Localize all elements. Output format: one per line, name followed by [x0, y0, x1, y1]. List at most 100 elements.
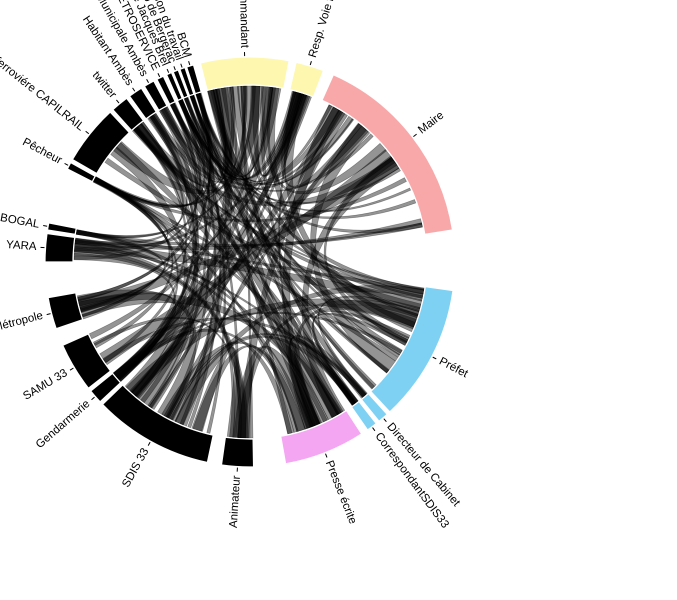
ribbon-gestionnaire-d-exploitation-ferroviere-capilrail-prefet	[104, 157, 422, 310]
tick-inspection-du-travail	[180, 63, 183, 68]
arc-directrice-groupe-scolaire-primaire-jacques-brel[interactable]	[165, 71, 184, 102]
ribbon-presse-ecrite-gendarmerie	[112, 328, 295, 435]
ribbon-sdis-33-resp-voie-ferree	[130, 92, 307, 398]
ribbon-samu-33-pecheur	[93, 176, 174, 349]
ribbon-prefet-commandant	[266, 86, 416, 333]
ribbon-maire-pecheur	[93, 177, 407, 222]
ribbon-twitter-samu-33	[102, 126, 188, 364]
ribbon-resp-voie-ferree-yara	[74, 93, 308, 252]
ribbon-commandant-gendarmerie	[113, 87, 282, 381]
arc-commandant[interactable]	[199, 56, 290, 91]
label-twitter: twitter	[90, 69, 119, 100]
ribbon-directrice-groupe-scolaire-primaire-jacques-brel-animateur	[178, 99, 239, 438]
arc-sdis-33[interactable]	[101, 384, 214, 464]
arc-habitant-ambes[interactable]	[128, 87, 158, 120]
ribbon-directrice-groupe-scolaire-primaire-jacques-brel-resp-voie-ferree	[178, 92, 302, 180]
arc-bcm[interactable]	[185, 64, 202, 95]
arc-tech-petroservice[interactable]	[156, 75, 176, 106]
ribbon-gendarmerie-yara	[73, 252, 176, 382]
ribbon-yara-correspondantsdis33	[74, 243, 356, 406]
tick-gestionnaire-d-exploitation-ferroviere-capilrail	[85, 130, 90, 135]
tick-maire	[413, 133, 417, 137]
ribbon-prefet-twitter	[133, 126, 390, 374]
ribbon-maire-bcm	[195, 92, 423, 234]
ribbon-presse-ecrite-gestionnaire-d-exploitation-ferroviere-capilrail	[115, 142, 340, 418]
label-pecheur: Pêcheur	[20, 136, 64, 167]
label-gestionnaire-d-exploitation-ferroviere-capilrail: Gestionnaire d'exploitation ferroviére C…	[0, 0, 87, 134]
ribbon-yara-pecheur	[74, 176, 169, 248]
ribbon-presse-ecrite-correspondantsdis33	[289, 337, 359, 428]
arc-maire[interactable]	[321, 73, 454, 235]
arc-agent-police-municipale-ambes[interactable]	[143, 80, 168, 112]
ribbon-presse-ecrite-directeur-de-cabinet	[288, 335, 368, 429]
tick-presse-ecrite	[325, 453, 328, 458]
ribbon-presse-ecrite-maire	[282, 104, 344, 430]
ribbon-maire-inspection-du-travail	[189, 94, 333, 182]
arc-animateur[interactable]	[220, 436, 255, 468]
arc-pecheur[interactable]	[66, 161, 97, 183]
ribbon-prefet-directrice-groupe-scolaire-primaire-jacques-brel	[178, 99, 390, 374]
arc-resp-voie-ferree[interactable]	[289, 61, 325, 98]
ribbon-bordeaux-metropole-bcm	[77, 92, 212, 302]
ribbon-commandant-bcm	[196, 86, 274, 177]
label-animateur: Animateur	[228, 475, 243, 528]
tick-samu-33	[69, 367, 74, 371]
ribbon-presse-ecrite-bordeaux-metropole	[78, 293, 343, 420]
ribbon-presse-ecrite-bcm	[195, 92, 293, 435]
tick-pecheur	[64, 162, 69, 166]
ribbon-commandant-resp-voie-ferree	[244, 85, 309, 177]
arcs-layer	[44, 56, 454, 468]
arc-presse-ecrite[interactable]	[280, 409, 363, 465]
arc-twitter[interactable]	[111, 97, 145, 132]
ribbon-sdis-33-gendarmerie	[116, 326, 195, 410]
ribbon-commandant-samu-33	[88, 86, 273, 340]
tick-correspondantsdis33	[372, 427, 376, 432]
ribbon-prefet-maire	[324, 156, 410, 344]
ribbon-sdis-33-maire	[170, 109, 342, 421]
ribbon-commandant-directrice-groupe-scolaire-primaire-jacques-brel	[178, 88, 229, 179]
ribbon-bordeaux-metropole-pecheur	[81, 177, 171, 320]
tick-prefet	[432, 356, 437, 360]
ribbon-prefet-directeur-de-cabinet	[317, 295, 421, 398]
arc-inspection-du-travail[interactable]	[179, 66, 195, 97]
label-maire: Maire	[416, 109, 446, 136]
ribbon-gendarmerie-inspection-du-travail	[112, 94, 211, 377]
ribbon-prefet-correspondantsdis33	[312, 310, 411, 405]
ribbon-prefet-animateur	[237, 299, 420, 439]
arc-correspondantsdis33[interactable]	[350, 400, 378, 431]
ribbon-sdis-33-commandant	[134, 86, 235, 404]
arc-yara[interactable]	[44, 232, 76, 263]
ribbon-gendarmerie-bordeaux-metropole	[78, 291, 177, 381]
arc-cobogal[interactable]	[46, 222, 77, 235]
tick-bcm	[188, 61, 191, 66]
arc-gestionnaire-d-exploitation-ferroviere-capilrail[interactable]	[71, 111, 131, 175]
ribbon-maire-agent-police-municipale-ambes	[161, 106, 340, 187]
ribbon-prefet-yara	[73, 239, 423, 312]
ribbon-presse-ecrite-sdis-33	[161, 341, 306, 433]
arc-prefet[interactable]	[369, 285, 454, 413]
ribbon-correspondantsdis33-twitter	[135, 122, 359, 406]
arc-capitaine-cyrano-de-bergerac[interactable]	[172, 69, 189, 99]
ribbon-prefet-sdis-33	[125, 298, 419, 397]
ribbon-presse-ecrite-prefet	[294, 304, 417, 428]
arc-directeur-de-cabinet[interactable]	[360, 392, 389, 423]
ribbon-sdis-33-capitaine-cyrano-de-bergerac	[184, 97, 226, 434]
arc-gendarmerie[interactable]	[89, 372, 122, 403]
arc-samu-33[interactable]	[61, 333, 112, 390]
ribbon-prefet-cobogal	[75, 229, 425, 294]
ribbon-maire-directrice-groupe-scolaire-primaire-jacques-brel	[178, 99, 401, 204]
ribbon-sdis-33-habitant-ambes	[131, 112, 200, 399]
ribbon-twitter-yara	[74, 121, 184, 246]
ribbon-maire-commandant	[261, 86, 387, 195]
ribbon-yara-directrice-groupe-scolaire-primaire-jacques-brel	[73, 99, 202, 260]
ribbon-commandant-prefet	[207, 89, 425, 295]
ribbon-sdis-33-inspection-du-travail	[187, 94, 222, 429]
ribbon-resp-voie-ferree-presse-ecrite	[278, 92, 320, 426]
ribbon-animateur-yara	[73, 247, 247, 439]
label-presse-ecrite: Presse écrite	[323, 459, 359, 526]
ribbon-presse-ecrite-agent-police-municipale-ambes	[160, 106, 317, 428]
ribbon-prefet-pecheur	[93, 176, 399, 362]
ribbon-bordeaux-metropole-cobogal	[75, 229, 165, 313]
arc-bordeaux-metropole[interactable]	[47, 292, 84, 330]
ribbon-maire-prefet	[310, 123, 396, 374]
